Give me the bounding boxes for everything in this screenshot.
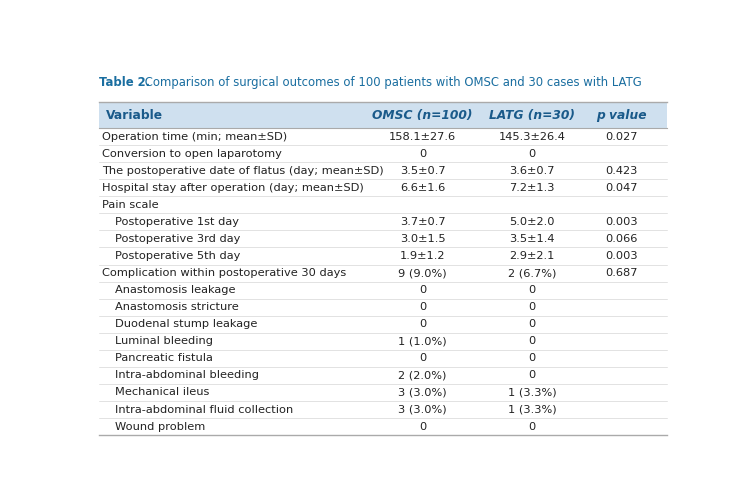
Text: Postoperative 3rd day: Postoperative 3rd day bbox=[115, 234, 240, 244]
Text: 0.423: 0.423 bbox=[605, 166, 638, 176]
Text: Comparison of surgical outcomes of 100 patients with OMSC and 30 cases with LATG: Comparison of surgical outcomes of 100 p… bbox=[141, 76, 641, 89]
Text: 3 (3.0%): 3 (3.0%) bbox=[398, 387, 447, 397]
Text: 0: 0 bbox=[528, 285, 536, 295]
Text: Pancreatic fistula: Pancreatic fistula bbox=[115, 354, 213, 363]
Text: 0: 0 bbox=[419, 422, 426, 432]
Text: OMSC (n=100): OMSC (n=100) bbox=[372, 109, 472, 122]
Text: 145.3±26.4: 145.3±26.4 bbox=[498, 132, 565, 141]
Text: p value: p value bbox=[596, 109, 647, 122]
Text: 3 (3.0%): 3 (3.0%) bbox=[398, 405, 447, 414]
Text: 0: 0 bbox=[419, 354, 426, 363]
Text: 3.5±1.4: 3.5±1.4 bbox=[509, 234, 554, 244]
Text: 0: 0 bbox=[528, 422, 536, 432]
Text: 1 (1.0%): 1 (1.0%) bbox=[398, 336, 447, 346]
Text: 0.047: 0.047 bbox=[605, 183, 638, 193]
Text: 0: 0 bbox=[528, 336, 536, 346]
Text: 2 (6.7%): 2 (6.7%) bbox=[507, 268, 556, 278]
Text: 9 (9.0%): 9 (9.0%) bbox=[398, 268, 447, 278]
Text: Postoperative 1st day: Postoperative 1st day bbox=[115, 217, 239, 227]
Text: 0: 0 bbox=[419, 285, 426, 295]
Text: 5.0±2.0: 5.0±2.0 bbox=[509, 217, 554, 227]
Text: 0.003: 0.003 bbox=[605, 217, 638, 227]
Bar bbox=[99, 103, 667, 128]
Text: 0.066: 0.066 bbox=[605, 234, 638, 244]
Text: Operation time (min; mean±SD): Operation time (min; mean±SD) bbox=[102, 132, 286, 141]
Text: 1.9±1.2: 1.9±1.2 bbox=[400, 251, 445, 261]
Text: 3.0±1.5: 3.0±1.5 bbox=[400, 234, 446, 244]
Text: Anastomosis leakage: Anastomosis leakage bbox=[115, 285, 235, 295]
Text: Wound problem: Wound problem bbox=[115, 422, 205, 432]
Text: 0: 0 bbox=[528, 370, 536, 381]
Text: 0.027: 0.027 bbox=[605, 132, 638, 141]
Text: Intra-abdominal fluid collection: Intra-abdominal fluid collection bbox=[115, 405, 293, 414]
Text: 2.9±2.1: 2.9±2.1 bbox=[509, 251, 554, 261]
Text: 0: 0 bbox=[528, 149, 536, 159]
Text: Pain scale: Pain scale bbox=[102, 200, 158, 210]
Text: 3.7±0.7: 3.7±0.7 bbox=[400, 217, 446, 227]
Text: 6.6±1.6: 6.6±1.6 bbox=[400, 183, 445, 193]
Text: 0.003: 0.003 bbox=[605, 251, 638, 261]
Text: Conversion to open laparotomy: Conversion to open laparotomy bbox=[102, 149, 281, 159]
Text: 0: 0 bbox=[419, 302, 426, 312]
Text: Complication within postoperative 30 days: Complication within postoperative 30 day… bbox=[102, 268, 346, 278]
Text: 0: 0 bbox=[419, 319, 426, 329]
Text: The postoperative date of flatus (day; mean±SD): The postoperative date of flatus (day; m… bbox=[102, 166, 383, 176]
Text: Mechanical ileus: Mechanical ileus bbox=[115, 387, 209, 397]
Text: 0.687: 0.687 bbox=[605, 268, 638, 278]
Text: 2 (2.0%): 2 (2.0%) bbox=[398, 370, 446, 381]
Text: 1 (3.3%): 1 (3.3%) bbox=[507, 387, 557, 397]
Text: 1 (3.3%): 1 (3.3%) bbox=[507, 405, 557, 414]
Text: Anastomosis stricture: Anastomosis stricture bbox=[115, 302, 239, 312]
Text: Variable: Variable bbox=[106, 109, 163, 122]
Text: Postoperative 5th day: Postoperative 5th day bbox=[115, 251, 240, 261]
Text: 158.1±27.6: 158.1±27.6 bbox=[389, 132, 456, 141]
Text: 3.6±0.7: 3.6±0.7 bbox=[509, 166, 554, 176]
Text: 0: 0 bbox=[528, 319, 536, 329]
Text: Intra-abdominal bleeding: Intra-abdominal bleeding bbox=[115, 370, 259, 381]
Text: Table 2.: Table 2. bbox=[99, 76, 150, 89]
Text: LATG (n=30): LATG (n=30) bbox=[489, 109, 575, 122]
Text: Duodenal stump leakage: Duodenal stump leakage bbox=[115, 319, 257, 329]
Text: 3.5±0.7: 3.5±0.7 bbox=[400, 166, 446, 176]
Text: 0: 0 bbox=[528, 302, 536, 312]
Text: Hospital stay after operation (day; mean±SD): Hospital stay after operation (day; mean… bbox=[102, 183, 363, 193]
Text: 7.2±1.3: 7.2±1.3 bbox=[509, 183, 554, 193]
Text: 0: 0 bbox=[419, 149, 426, 159]
Text: Luminal bleeding: Luminal bleeding bbox=[115, 336, 213, 346]
Text: 0: 0 bbox=[528, 354, 536, 363]
